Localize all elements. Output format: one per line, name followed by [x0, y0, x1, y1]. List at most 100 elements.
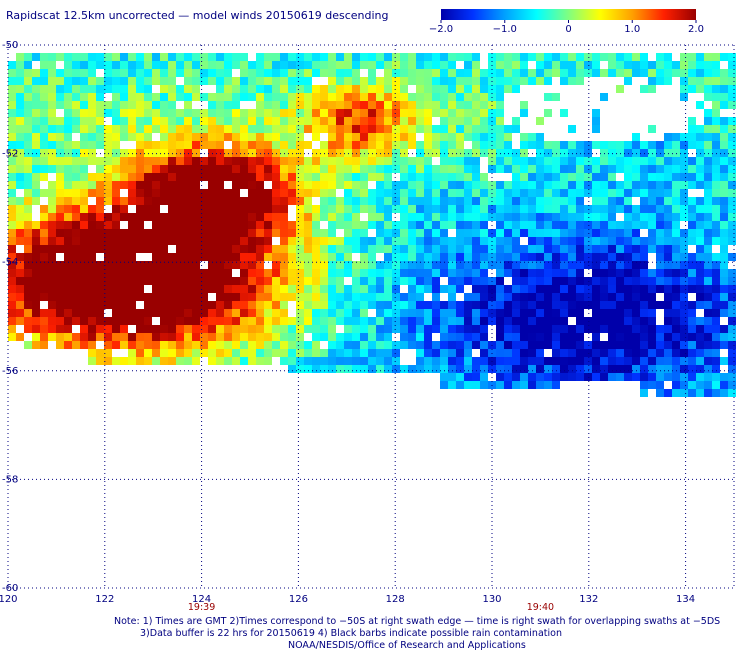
heatmap-cell [376, 197, 384, 205]
heatmap-cell [224, 245, 232, 253]
heatmap-cell [440, 109, 448, 117]
heatmap-cell [360, 293, 368, 301]
heatmap-cell [80, 173, 88, 181]
heatmap-cell [272, 125, 280, 133]
heatmap-cell [96, 277, 104, 285]
heatmap-cell [96, 285, 104, 293]
heatmap-cell [168, 221, 176, 229]
heatmap-cell [120, 61, 128, 69]
heatmap-cell [96, 301, 104, 309]
heatmap-cell [120, 245, 128, 253]
heatmap-cell [32, 149, 40, 157]
heatmap-cell [584, 285, 592, 293]
heatmap-cell [296, 53, 304, 61]
heatmap-cell [80, 69, 88, 77]
heatmap-cell [704, 309, 712, 317]
heatmap-cell [144, 85, 152, 93]
heatmap-cell [24, 221, 32, 229]
heatmap-cell [288, 245, 296, 253]
heatmap-cell [576, 61, 584, 69]
heatmap-cell [624, 181, 632, 189]
heatmap-cell [384, 293, 392, 301]
heatmap-cell [64, 189, 72, 197]
heatmap-cell [312, 293, 320, 301]
heatmap-cell [216, 101, 224, 109]
heatmap-cell [704, 245, 712, 253]
heatmap-cell [24, 149, 32, 157]
heatmap-cell [688, 61, 696, 69]
heatmap-cell [104, 181, 112, 189]
heatmap-cell [608, 341, 616, 349]
heatmap-cell [696, 213, 704, 221]
heatmap-cell [504, 141, 512, 149]
heatmap-cell [400, 213, 408, 221]
heatmap-cell [304, 101, 312, 109]
heatmap-cell [472, 165, 480, 173]
heatmap-cell [256, 221, 264, 229]
heatmap-cell [256, 357, 264, 365]
heatmap-cell [352, 181, 360, 189]
heatmap-cell [568, 237, 576, 245]
heatmap-cell [688, 165, 696, 173]
heatmap-cell [104, 77, 112, 85]
heatmap-cell [440, 101, 448, 109]
heatmap-cell [432, 101, 440, 109]
heatmap-cell [520, 205, 528, 213]
heatmap-cell [656, 341, 664, 349]
heatmap-cell [456, 157, 464, 165]
heatmap-cell [32, 69, 40, 77]
heatmap-cell [416, 221, 424, 229]
heatmap-cell [352, 109, 360, 117]
heatmap-cell [568, 205, 576, 213]
heatmap-cell [320, 213, 328, 221]
heatmap-cell [640, 389, 648, 397]
heatmap-cell [432, 53, 440, 61]
heatmap-cell [520, 213, 528, 221]
heatmap-cell [208, 133, 216, 141]
heatmap-cell [232, 309, 240, 317]
heatmap-cell [264, 109, 272, 117]
heatmap-cell [64, 101, 72, 109]
heatmap-cell [512, 261, 520, 269]
heatmap-cell [16, 141, 24, 149]
heatmap-cell [360, 261, 368, 269]
heatmap-cell [96, 325, 104, 333]
heatmap-cell [384, 309, 392, 317]
heatmap-cell [152, 253, 160, 261]
heatmap-cell [456, 165, 464, 173]
heatmap-cell [32, 301, 40, 309]
heatmap-cell [56, 149, 64, 157]
heatmap-cell [112, 157, 120, 165]
heatmap-cell [392, 325, 400, 333]
heatmap-cell [576, 253, 584, 261]
heatmap-cell [8, 293, 16, 301]
heatmap-cell [8, 69, 16, 77]
heatmap-cell [496, 213, 504, 221]
heatmap-cell [280, 237, 288, 245]
heatmap-cell [256, 157, 264, 165]
heatmap-cell [104, 125, 112, 133]
heatmap-cell [184, 61, 192, 69]
heatmap-cell [216, 245, 224, 253]
heatmap-cell [176, 261, 184, 269]
heatmap-cell [248, 245, 256, 253]
heatmap-cell [432, 293, 440, 301]
heatmap-cell [416, 77, 424, 85]
heatmap-cell [144, 325, 152, 333]
heatmap-cell [112, 117, 120, 125]
heatmap-cell [80, 333, 88, 341]
heatmap-cell [360, 269, 368, 277]
y-tick-label: -50 [2, 40, 18, 51]
heatmap-cell [376, 77, 384, 85]
heatmap-cell [576, 277, 584, 285]
colorbar-tick-label: 0 [565, 24, 571, 35]
heatmap-cell [648, 285, 656, 293]
heatmap-cell [592, 309, 600, 317]
heatmap-cell [64, 277, 72, 285]
heatmap-cell [528, 189, 536, 197]
heatmap-cell [448, 61, 456, 69]
heatmap-cell [456, 133, 464, 141]
heatmap-cell [392, 245, 400, 253]
heatmap-cell [128, 245, 136, 253]
heatmap-cell [144, 181, 152, 189]
